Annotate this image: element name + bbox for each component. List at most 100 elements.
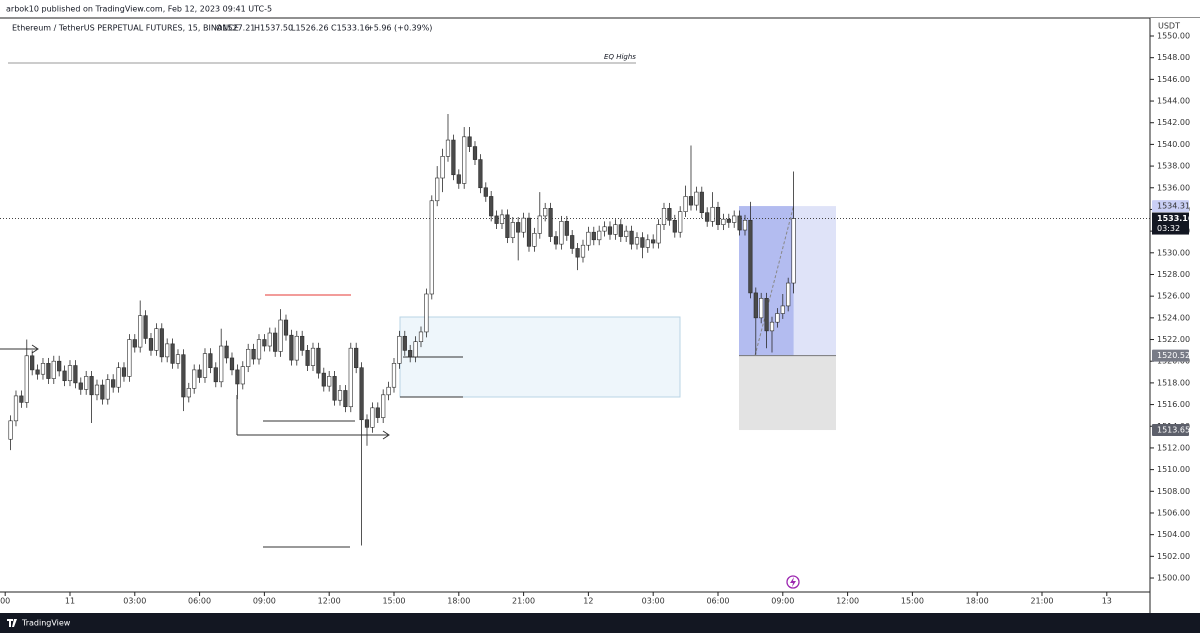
candle-body (170, 343, 175, 364)
x-tick-label: 12:00 (836, 597, 859, 606)
publisher: arbok10 published on TradingView.com, Fe… (6, 5, 272, 14)
candle-body (467, 136, 472, 147)
candle-body (186, 388, 191, 398)
candle-body (235, 369, 240, 385)
y-tick-label: 1518.00 (1157, 378, 1190, 387)
candles (8, 114, 796, 546)
candle-body (791, 218, 796, 284)
candle-body (386, 386, 391, 396)
candle-body (327, 376, 332, 387)
candle-body (586, 231, 591, 246)
y-tick-label: 1510.00 (1157, 465, 1190, 474)
candle-body (445, 139, 451, 157)
x-tick-label: 13 (1102, 597, 1112, 606)
x-tick-label: 15:00 (382, 597, 405, 606)
candle-body (337, 390, 343, 401)
y-tick-label: 1544.00 (1157, 97, 1190, 106)
candle-body (499, 214, 505, 224)
last-price-bg (1152, 212, 1189, 235)
candle-body (472, 146, 478, 160)
candle-body (300, 335, 305, 351)
candle-body (370, 407, 375, 428)
x-tick-label: 06:00 (706, 597, 729, 606)
symbol: Ethereum / TetherUS PERPETUAL FUTURES, 1… (12, 24, 239, 33)
candle-body (580, 244, 586, 258)
candle-body (375, 407, 380, 418)
candle-body (742, 219, 748, 231)
trade-path (754, 205, 795, 356)
y-tick-label: 1538.00 (1157, 162, 1190, 171)
candle-body (348, 347, 353, 408)
candle-body (672, 219, 677, 233)
x-tick-label: 00 (0, 597, 10, 606)
candle-body (440, 156, 445, 179)
candle-body (748, 219, 753, 294)
candle-body (251, 348, 256, 360)
y-tick-label: 1548.00 (1157, 53, 1190, 62)
candle-body (732, 215, 737, 223)
candle-body (105, 379, 110, 400)
candle-body (683, 196, 688, 212)
candle-body (62, 370, 67, 382)
y-tick-label: 1504.00 (1157, 530, 1190, 539)
y-tick-label: 1546.00 (1157, 75, 1190, 84)
candle-body (224, 345, 229, 359)
event-icon[interactable] (786, 575, 800, 589)
candle-body (526, 217, 532, 247)
candle-body (262, 339, 267, 347)
candle-body (175, 354, 181, 364)
footer-brand: TradingView (21, 619, 71, 628)
annotation: EQ Highs (604, 53, 636, 61)
candle-body (289, 334, 294, 361)
candle-body (629, 230, 634, 245)
candle-body (613, 224, 618, 235)
candle-body (359, 367, 364, 421)
stop-label-bg (1152, 424, 1189, 437)
candle-body (721, 218, 726, 225)
candle-body (321, 372, 326, 387)
candle-body (127, 339, 132, 377)
position-tool (0, 205, 1150, 431)
candle-body (753, 292, 758, 319)
arrow-head (382, 430, 390, 440)
candle-body (483, 187, 488, 197)
candle-body (737, 215, 742, 231)
axis-unit: USDT (1158, 22, 1180, 31)
candle-body (764, 298, 769, 332)
candle-body (121, 367, 127, 377)
candle-body (478, 159, 483, 189)
candle-body (332, 376, 337, 401)
candle-body (35, 369, 40, 375)
candle-body (705, 212, 710, 222)
candle-body (202, 353, 208, 378)
candle-body (694, 191, 699, 206)
x-tick-label: 09:00 (253, 597, 276, 606)
candle-body (219, 345, 224, 383)
candle-body (40, 363, 46, 375)
candle-body (84, 376, 89, 390)
candle-body (418, 331, 424, 342)
x-tick-label: 09:00 (771, 597, 794, 606)
x-tick-label: 12 (583, 597, 593, 606)
y-tick-label: 1528.00 (1157, 270, 1190, 279)
candle-body (154, 328, 159, 351)
stop-label: 1513.65 (1157, 426, 1190, 435)
candle-body (634, 237, 640, 245)
candle-body (148, 338, 154, 351)
candle-body (143, 315, 148, 339)
entry-label: 1520.52 (1157, 351, 1190, 360)
candle-body (667, 208, 672, 221)
candle-body (537, 215, 542, 234)
candle-body (213, 367, 218, 383)
target-label-bg (1152, 200, 1189, 213)
candle-body (435, 177, 440, 202)
candle-body (397, 335, 402, 364)
candle-body (408, 350, 413, 358)
candle-body (197, 369, 202, 378)
x-tick-label: 03:00 (123, 597, 146, 606)
candle-body (111, 379, 116, 388)
y-tick-label: 1502.00 (1157, 552, 1190, 561)
y-tick-label: 1536.00 (1157, 183, 1190, 192)
